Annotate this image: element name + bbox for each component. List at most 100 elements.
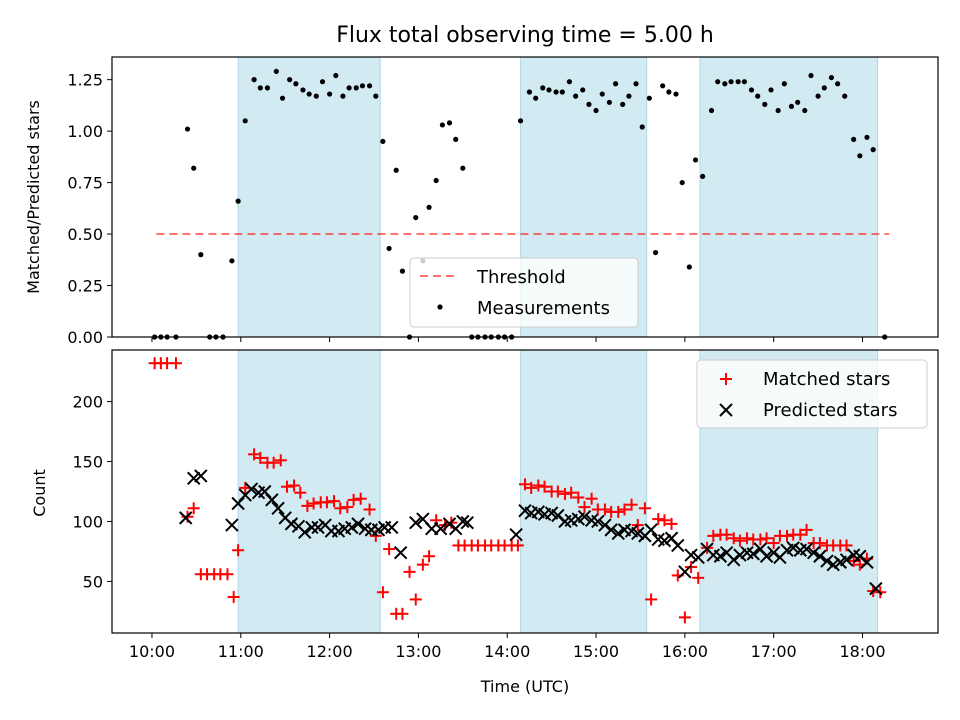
matched-star-point bbox=[363, 503, 376, 516]
top-legend: Threshold Measurements bbox=[409, 257, 639, 328]
y-tick-label: 0.75 bbox=[67, 174, 103, 193]
predicted-star-point bbox=[271, 501, 285, 515]
measurement-point bbox=[835, 81, 841, 87]
measurement-point bbox=[679, 179, 685, 186]
x-tick-label: 11:00 bbox=[218, 642, 264, 661]
matched-star-point bbox=[169, 357, 182, 370]
measurement-point bbox=[399, 268, 406, 274]
matched-star-point bbox=[334, 502, 347, 515]
measurement-point bbox=[313, 93, 319, 99]
matched-star-point bbox=[396, 607, 409, 620]
measurement-point bbox=[593, 107, 599, 114]
measurement-point bbox=[366, 83, 373, 89]
matched-star-point bbox=[720, 528, 733, 541]
predicted-star-point bbox=[604, 523, 618, 537]
measurement-point bbox=[235, 198, 241, 204]
matched-star-point bbox=[578, 501, 591, 514]
predicted-star-point bbox=[839, 553, 854, 567]
predicted-star-point bbox=[806, 545, 821, 560]
measurement-point bbox=[652, 249, 659, 256]
measurement-point bbox=[184, 126, 191, 132]
matched-star-point bbox=[685, 561, 698, 574]
predicted-star-point bbox=[311, 520, 325, 535]
predicted-star-point bbox=[644, 523, 658, 537]
matched-star-point bbox=[652, 513, 665, 526]
predicted-star-point bbox=[456, 514, 470, 529]
measurement-point bbox=[380, 138, 386, 145]
measurement-point bbox=[626, 93, 632, 99]
measurement-point bbox=[692, 157, 699, 163]
measurement-point bbox=[359, 83, 366, 89]
measurement-point bbox=[768, 87, 774, 93]
measurement-point bbox=[257, 85, 263, 91]
matched-star-point bbox=[267, 456, 280, 469]
matched-star-point bbox=[403, 565, 416, 578]
predicted-star-point bbox=[598, 518, 612, 532]
matched-star-point bbox=[383, 543, 396, 556]
predicted-star-point bbox=[713, 549, 728, 563]
top-legend-box bbox=[409, 257, 639, 328]
matched-star-point bbox=[288, 479, 301, 492]
matched-star-point bbox=[794, 528, 807, 541]
measurement-point bbox=[735, 79, 741, 85]
measurement-point bbox=[319, 79, 326, 85]
y-tick-label: 0.50 bbox=[67, 225, 103, 244]
matched-star-point bbox=[618, 503, 631, 516]
matched-star-point bbox=[341, 501, 354, 514]
matched-star-point bbox=[274, 454, 287, 467]
bottom-ylabel: Count bbox=[30, 469, 49, 517]
matched-star-point bbox=[187, 502, 200, 515]
matched-star-point bbox=[625, 498, 638, 511]
predicted-star-point bbox=[284, 517, 299, 531]
matched-star-point bbox=[585, 492, 598, 505]
predicted-star-point bbox=[813, 549, 827, 563]
measurement-point bbox=[686, 264, 692, 270]
measurement-point bbox=[251, 77, 257, 83]
measurement-point bbox=[586, 101, 592, 107]
matched-star-point bbox=[741, 532, 754, 545]
predicted-star-point bbox=[433, 521, 448, 536]
matched-star-point bbox=[781, 529, 794, 542]
observing-window-band bbox=[520, 350, 647, 633]
measurement-point bbox=[373, 93, 379, 99]
matched-star-point bbox=[665, 517, 678, 530]
predicted-star-point bbox=[460, 515, 474, 530]
measurement-point bbox=[242, 118, 248, 124]
measurement-point bbox=[453, 136, 459, 142]
measurement-point bbox=[526, 89, 533, 95]
matched-star-point bbox=[638, 502, 651, 515]
measurement-point bbox=[533, 95, 539, 101]
predicted-star-point bbox=[786, 541, 800, 555]
measurement-point bbox=[815, 93, 821, 99]
x-tick-label: 12:00 bbox=[307, 642, 353, 661]
matched-star-point bbox=[692, 571, 705, 584]
predicted-star-point bbox=[244, 482, 259, 496]
measurement-point bbox=[300, 87, 306, 93]
bottom-xlabel: Time (UTC) bbox=[480, 677, 569, 696]
legend-predicted-swatch bbox=[719, 403, 733, 417]
measurement-point bbox=[346, 85, 352, 91]
predicted-star-point bbox=[179, 511, 193, 525]
matched-star-point bbox=[598, 503, 611, 516]
matched-star-point bbox=[416, 558, 429, 571]
measurement-point bbox=[795, 99, 801, 105]
predicted-star-point bbox=[671, 538, 685, 553]
matched-star-point bbox=[294, 486, 307, 499]
predicted-star-point bbox=[733, 548, 747, 562]
measurement-point bbox=[306, 91, 312, 97]
matched-star-point bbox=[532, 479, 545, 492]
matched-star-point bbox=[423, 550, 436, 563]
predicted-star-point bbox=[345, 520, 359, 535]
y-tick-label: 100 bbox=[72, 512, 103, 531]
matched-star-point bbox=[409, 593, 422, 606]
matched-star-point bbox=[347, 493, 360, 506]
predicted-star-point bbox=[577, 509, 592, 524]
matched-star-point bbox=[800, 523, 813, 536]
x-tick-label: 18:00 bbox=[839, 642, 885, 661]
matched-star-point bbox=[354, 492, 367, 505]
measurement-point bbox=[646, 95, 652, 101]
x-tick-label: 10:00 bbox=[129, 642, 175, 661]
matched-star-point bbox=[248, 448, 261, 461]
predicted-star-point bbox=[759, 549, 774, 563]
measurement-point bbox=[517, 118, 524, 124]
